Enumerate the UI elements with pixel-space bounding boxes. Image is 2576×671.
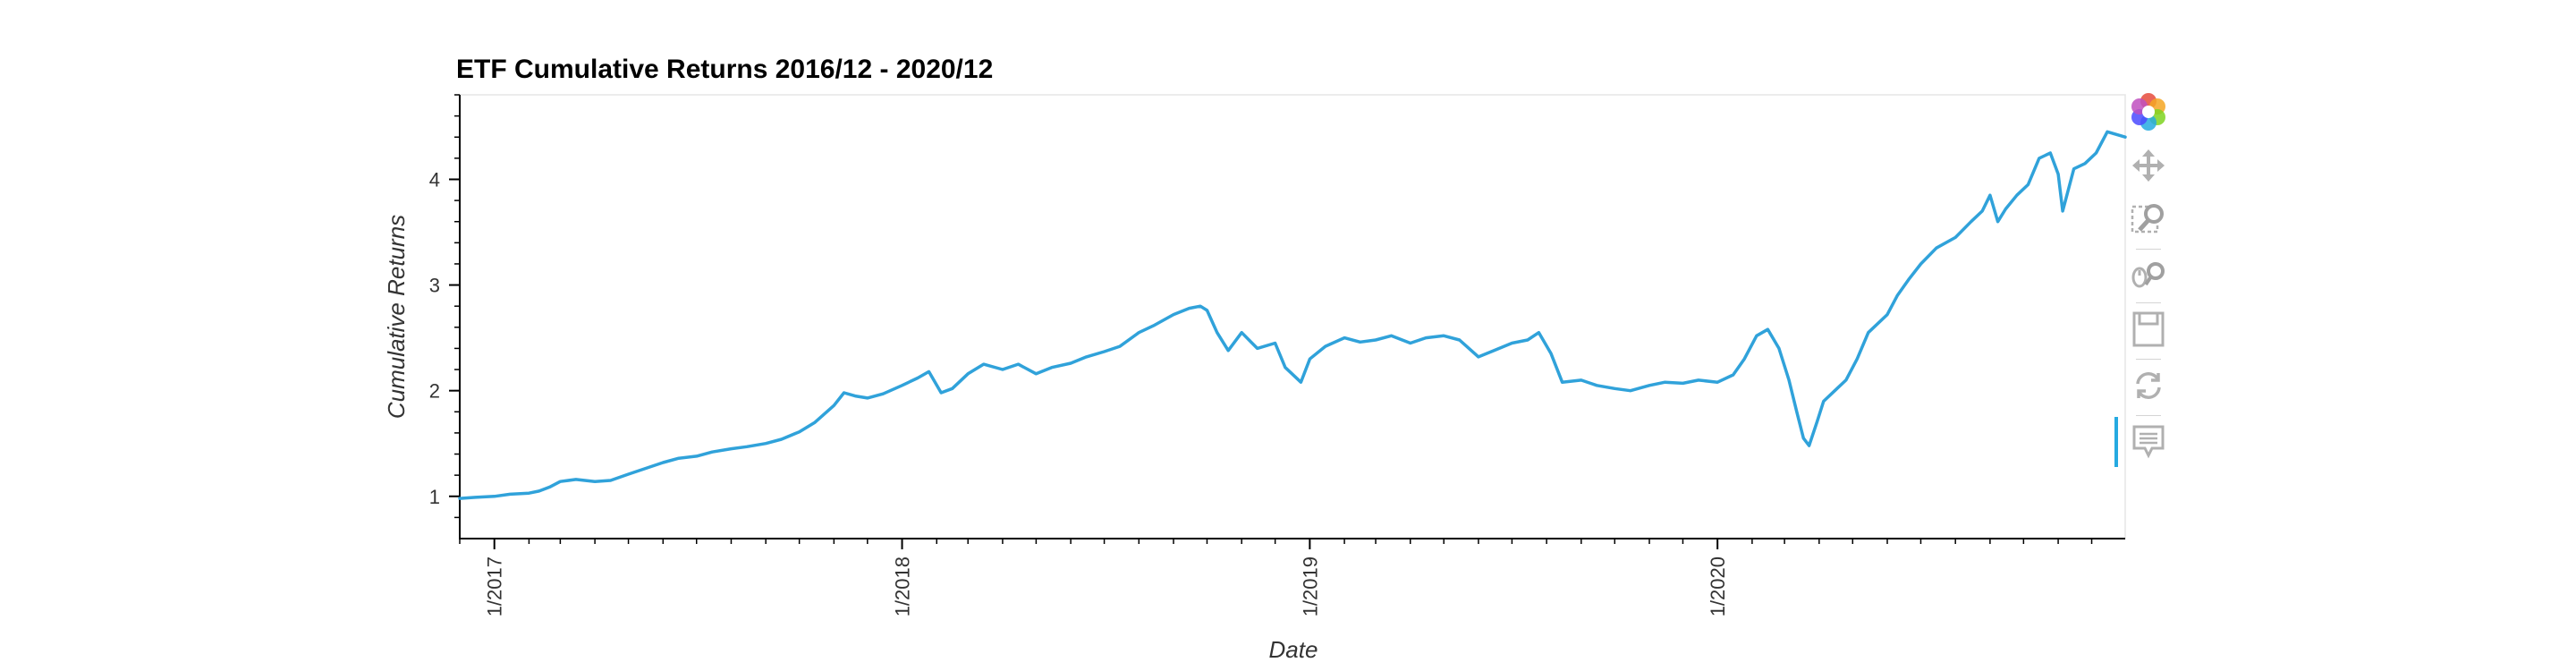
x-tick-label: 1/2018 <box>892 556 914 616</box>
axes: 1 2 3 4 1/2017 1/2018 1/2019 1/2020 <box>429 94 2125 616</box>
bokeh-logo-icon[interactable] <box>2122 88 2175 136</box>
toolbar-separator <box>2136 249 2161 250</box>
y-tick-label: 1 <box>429 486 440 508</box>
x-tick-label: 1/2019 <box>1299 556 1321 616</box>
chart-title: ETF Cumulative Returns 2016/12 - 2020/12 <box>456 55 993 84</box>
x-axis-label: Date <box>1269 636 1318 663</box>
save-icon[interactable] <box>2122 305 2175 353</box>
y-axis-label: Cumulative Returns <box>383 215 410 419</box>
toolbar-separator <box>2136 415 2161 416</box>
series-layer <box>458 130 2127 500</box>
active-tool-indicator <box>2114 417 2118 467</box>
plot-area[interactable] <box>459 94 2126 539</box>
x-tick-label: 1/2020 <box>1707 556 1729 616</box>
hover-icon[interactable] <box>2122 418 2175 466</box>
wheel-zoom-icon[interactable] <box>2122 251 2175 300</box>
box-zoom-icon[interactable] <box>2122 195 2175 243</box>
toolbar <box>2114 88 2175 481</box>
x-tick-label: 1/2017 <box>484 556 506 616</box>
y-tick-label: 2 <box>429 380 440 403</box>
y-tick-label: 3 <box>429 275 440 297</box>
toolbar-separator <box>2136 302 2161 303</box>
y-tick-label: 4 <box>429 168 440 191</box>
pan-icon[interactable] <box>2122 141 2175 190</box>
toolbar-separator <box>2136 359 2161 360</box>
reset-icon[interactable] <box>2122 361 2175 410</box>
series-line[interactable] <box>458 130 2127 500</box>
